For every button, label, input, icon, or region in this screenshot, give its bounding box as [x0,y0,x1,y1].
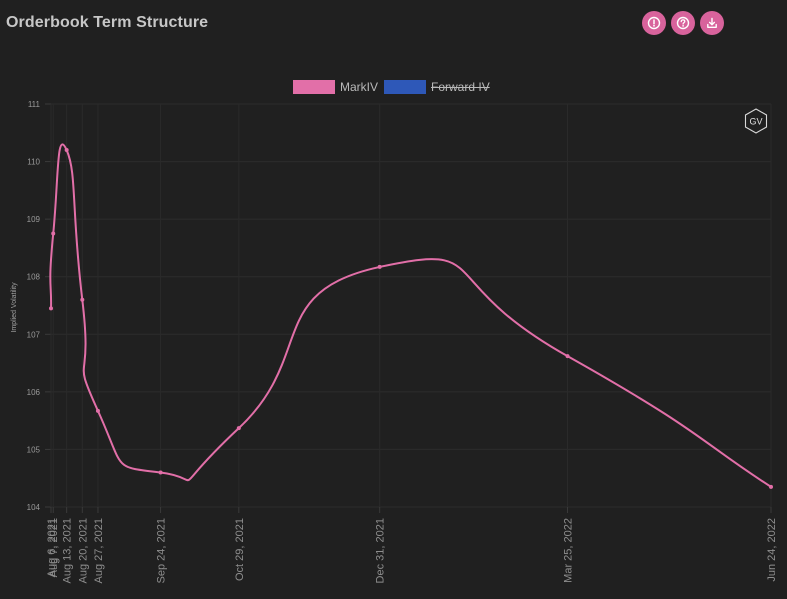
y-tick-label: 107 [27,330,41,339]
y-tick-label: 105 [27,445,41,454]
data-point [51,231,56,236]
y-tick-label: 104 [27,503,41,512]
y-axis: 104 105 106 107 108 109 110 111 [27,100,41,512]
page-title: Orderbook Term Structure [6,14,209,31]
y-tick-label: 106 [27,388,41,397]
chart-grid [45,103,772,513]
y-tick-label: 108 [27,273,41,282]
x-tick-label: Dec 31, 2021 [375,518,387,583]
y-tick-label: 110 [27,158,40,167]
x-tick-label: Aug 7, 2021 [48,518,60,577]
y-tick-label: 111 [28,100,41,109]
data-point [64,148,69,153]
data-point [236,426,241,431]
legend-item-forward-iv[interactable]: Forward IV [384,80,490,94]
help-icon [676,16,690,30]
download-icon [707,17,717,29]
x-tick-label: Mar 25, 2022 [563,518,575,583]
gv-logo-badge: GV [744,108,768,134]
legend-item-markiv[interactable]: MarkIV [293,80,378,94]
x-tick-label: Aug 27, 2021 [93,518,105,583]
chart-series [49,143,773,489]
data-point [565,354,570,359]
y-axis-label: Implied Volatility [11,282,18,333]
data-point [377,264,382,269]
series-line-markiv [49,143,772,488]
legend-swatch-forward-iv [384,80,427,94]
gv-logo-text: GV [749,116,762,126]
chart-legend: MarkIV Forward IV [293,80,496,94]
data-point [49,306,53,311]
data-point [95,408,100,413]
download-button[interactable] [700,11,724,35]
x-tick-label: Aug 13, 2021 [62,518,74,583]
info-button[interactable] [642,11,666,35]
alert-icon [647,16,661,30]
legend-label-markiv: MarkIV [340,80,379,94]
data-point [158,470,163,475]
x-tick-label: Aug 6, 2021 [46,518,58,577]
x-tick-label: Oct 29, 2021 [234,518,246,581]
help-button[interactable] [671,11,695,35]
x-tick-label: Sep 24, 2021 [156,518,168,583]
legend-label-forward-iv: Forward IV [431,80,490,94]
x-tick-label: Jun 24, 2022 [766,518,778,582]
data-point [769,484,773,489]
y-tick-label: 109 [27,215,41,224]
x-tick-label: Aug 20, 2021 [77,518,89,583]
chart-actions [642,11,724,35]
data-point [80,297,85,302]
legend-swatch-markiv [293,80,335,94]
